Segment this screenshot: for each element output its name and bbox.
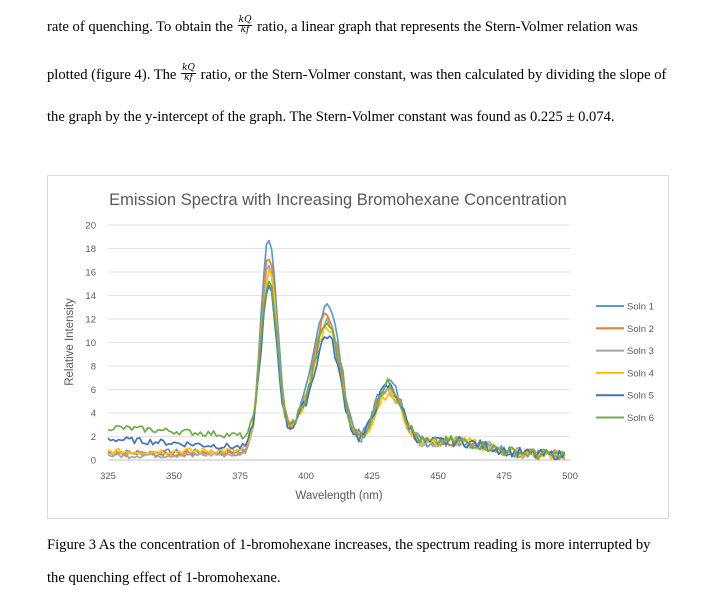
figure-caption-line-1: Figure 3 As the concentration of 1-bromo…	[47, 537, 651, 553]
emission-spectra-chart: Emission Spectra with Increasing Bromohe…	[64, 191, 654, 502]
y-tick-label: 10	[85, 338, 96, 349]
y-tick-label: 8	[91, 362, 96, 373]
x-tick-label: 450	[430, 471, 446, 482]
x-tick-label: 350	[166, 471, 182, 482]
fraction-numerator: kQ	[181, 63, 196, 74]
paragraph-text: rate of quenching. To obtain the	[47, 18, 233, 35]
legend-label: Soln 6	[627, 413, 654, 424]
legend-label: Soln 1	[627, 302, 654, 313]
y-tick-label: 18	[85, 244, 96, 255]
x-tick-label: 425	[364, 471, 380, 482]
x-axis-label: Wavelength (nm)	[295, 490, 382, 502]
legend-label: Soln 3	[627, 346, 654, 357]
paragraph-line-2: plotted (figure 4). The kQ kf ratio, or t…	[47, 64, 667, 85]
y-tick-label: 14	[85, 291, 96, 302]
kq-over-kf-fraction: kQ kf	[237, 15, 253, 35]
series-line-4	[107, 269, 566, 461]
chart-area: Emission Spectra with Increasing Bromohe…	[47, 175, 669, 519]
x-tick-label: 375	[232, 471, 248, 482]
x-tick-label: 325	[100, 471, 116, 482]
figure-caption-line-2: the quenching effect of 1-bromohexane.	[47, 570, 281, 586]
legend-label: Soln 2	[627, 324, 654, 335]
paragraph-line-1: rate of quenching. To obtain the kQ kf ra…	[47, 15, 638, 37]
paragraph-text: ratio, a linear graph that represents th…	[257, 18, 638, 35]
kq-over-kf-fraction: kQ kf	[181, 64, 196, 83]
paragraph-text: ratio, or the Stern-Volmer constant, was…	[200, 66, 667, 83]
x-tick-label: 500	[562, 471, 578, 482]
series-line-5	[107, 284, 566, 461]
legend-label: Soln 5	[627, 391, 654, 402]
y-tick-label: 12	[85, 315, 96, 326]
x-tick-label: 475	[496, 471, 512, 482]
legend-label: Soln 4	[627, 368, 654, 379]
y-tick-label: 4	[91, 409, 96, 420]
y-tick-label: 20	[85, 221, 96, 232]
series-line-6	[107, 280, 566, 461]
x-tick-label: 400	[298, 471, 314, 482]
fraction-numerator: kQ	[237, 15, 253, 26]
y-axis-label: Relative Intensity	[64, 298, 76, 386]
paragraph-line-3: the graph by the y-intercept of the grap…	[47, 109, 615, 125]
y-tick-label: 0	[91, 456, 96, 467]
paragraph-text: plotted (figure 4). The	[47, 66, 177, 83]
fraction-denominator: kf	[240, 25, 250, 35]
chart-title: Emission Spectra with Increasing Bromohe…	[109, 191, 567, 209]
y-tick-label: 16	[85, 268, 96, 279]
y-tick-label: 2	[91, 432, 96, 443]
y-tick-label: 6	[91, 385, 96, 396]
fraction-denominator: kf	[184, 73, 193, 83]
